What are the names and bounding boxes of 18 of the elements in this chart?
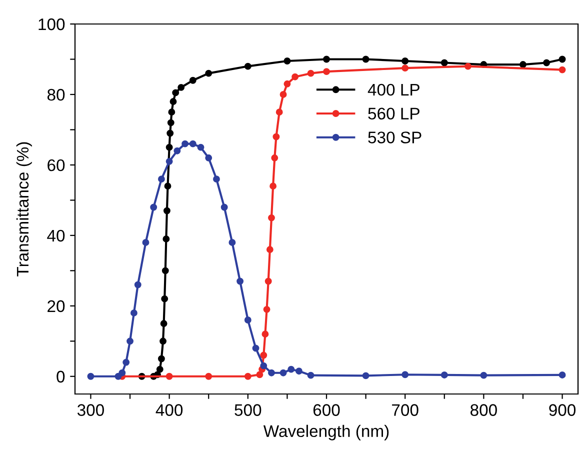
y-tick-label: 100 (38, 18, 65, 30)
y-tick-label: 40 (47, 230, 65, 242)
x-tick-label: 500 (234, 404, 262, 416)
y-tick-label: 0 (56, 370, 65, 383)
x-tick-label: 600 (313, 404, 340, 416)
legend-label: 400 LP (368, 84, 420, 96)
x-axis-title: Wavelength (nm) (263, 424, 389, 440)
legend-label: 530 SP (368, 132, 422, 144)
x-tick-label: 300 (77, 404, 104, 416)
y-tick-label: 80 (47, 88, 65, 101)
x-tick-label: 400 (156, 404, 183, 416)
y-axis-title: Transmittance (%) (16, 142, 32, 276)
y-tick-label: 20 (48, 300, 65, 312)
y-tick-label: 60 (48, 159, 65, 172)
legend-label: 560 LP (368, 108, 420, 120)
x-tick-label: 700 (392, 404, 418, 416)
x-tick-label: 800 (470, 404, 497, 416)
x-tick-label: 900 (549, 404, 576, 416)
